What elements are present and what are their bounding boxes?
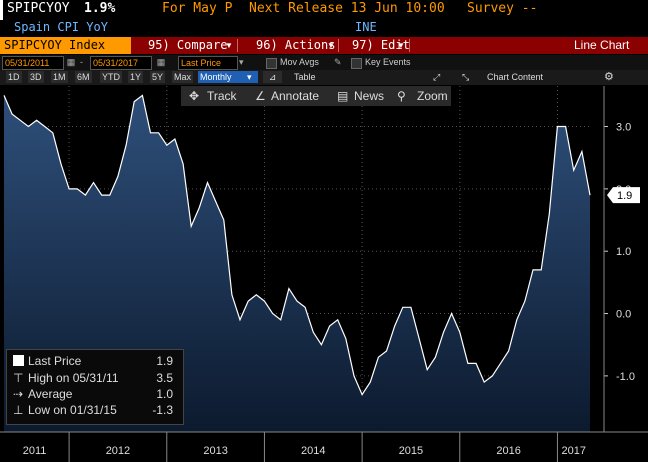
last-value: 1.9 <box>156 354 173 368</box>
period-1d-button[interactable]: 1D <box>6 71 22 83</box>
chart-type-icon[interactable]: ⊿ <box>263 71 282 83</box>
news-button[interactable]: News <box>354 89 385 103</box>
y-axis: 3.02.01.00.0-1.0 <box>603 86 635 432</box>
divider <box>237 39 238 52</box>
divider <box>338 39 339 52</box>
mov-avgs-checkbox[interactable] <box>266 58 277 69</box>
annotate-icon[interactable]: ∠ <box>255 89 266 103</box>
key-events-label: Key Events <box>365 57 411 67</box>
x-axis: 2011 2012 2013 2014 2015 2016 2017 <box>0 431 648 462</box>
survey: Survey -- <box>467 1 538 16</box>
legend-last: Last Price 1.9 <box>13 354 177 369</box>
compare-button[interactable]: 95) Compare <box>148 38 228 52</box>
track-icon[interactable]: ✥ <box>189 89 200 103</box>
period-6m-button[interactable]: 6M <box>75 71 92 83</box>
last-value-tag-shape <box>607 187 640 204</box>
low-value: -1.3 <box>152 403 173 417</box>
period-ytd-button[interactable]: YTD <box>100 71 122 83</box>
security-header: SPIPCYOY 1.9% For May P Next Release 13 … <box>0 0 648 20</box>
field-dropdown-icon[interactable]: ▾ <box>239 57 244 67</box>
legend-high: ⊤ High on 05/31/11 3.5 <box>13 371 177 386</box>
last-value-tag-label: 1.9 <box>617 190 632 202</box>
edit-button[interactable]: 97) Edit <box>352 38 410 52</box>
divider <box>409 39 410 52</box>
edit-caret-icon: ▼ <box>397 41 405 50</box>
table-button[interactable]: Table <box>294 72 316 82</box>
settings-gear-icon[interactable]: ⚙ <box>604 71 614 83</box>
period-max-button[interactable]: Max <box>172 71 194 83</box>
start-date-input[interactable]: 05/31/2011 <box>2 56 64 70</box>
legend-average: ⇢ Average 1.0 <box>13 387 177 402</box>
x-tick-label: 2014 <box>301 445 325 457</box>
end-date-input[interactable]: 05/31/2017 <box>90 56 152 70</box>
last-value-tag: 1.9 <box>607 187 640 204</box>
pencil-icon[interactable]: ✎ <box>334 57 342 67</box>
high-value: 3.5 <box>156 371 173 385</box>
date-separator: - <box>80 57 83 67</box>
period-5y-button[interactable]: 5Y <box>150 71 166 83</box>
period-3d-button[interactable]: 3D <box>28 71 44 83</box>
x-tick-label: 2013 <box>203 445 227 457</box>
y-tick-label: 0.0 <box>616 309 631 321</box>
for-period: For May P <box>162 1 233 16</box>
x-tick-label: 2016 <box>496 445 520 457</box>
view-label[interactable]: Line Chart <box>574 38 630 52</box>
ticker: SPIPCYOY <box>7 1 70 16</box>
last-label: Last Price <box>28 354 82 368</box>
period-1m-button[interactable]: 1M <box>51 71 68 83</box>
chart-legend: Last Price 1.9 ⊤ High on 05/31/11 3.5 ⇢ Av… <box>6 349 184 425</box>
period-1y-button[interactable]: 1Y <box>128 71 144 83</box>
security-subheader: Spain CPI YoY INE <box>0 20 648 36</box>
y-tick-label: 3.0 <box>616 122 631 134</box>
zoom-chart-icon[interactable]: ⤡ <box>462 72 470 82</box>
x-tick-label: 2015 <box>399 445 423 457</box>
mov-avgs-label: Mov Avgs <box>280 57 319 67</box>
actions-caret-icon: ▼ <box>327 41 335 50</box>
calendar-icon[interactable]: ▦ <box>156 57 166 67</box>
command-bar: SPIPCYOY Index 95) Compare ▼ 96) Actions… <box>0 37 648 54</box>
y-tick-label: 1.0 <box>616 246 631 258</box>
chart-tools-strip: ✥ Track ∠ Annotate ▤ News ⚲ Zoom <box>181 86 451 106</box>
low-marker-icon: ⊥ <box>13 403 24 417</box>
annotate-button[interactable]: Annotate <box>271 89 320 103</box>
actions-button[interactable]: 96) Actions <box>256 38 336 52</box>
low-label: Low on 01/31/15 <box>28 403 117 417</box>
high-label: High on 05/31/11 <box>28 371 119 385</box>
ticker-box <box>0 0 3 20</box>
last-swatch <box>13 355 24 366</box>
collapse-icon[interactable]: ⤢ <box>433 72 441 82</box>
security-name: Spain CPI YoY <box>14 20 108 34</box>
frequency-dropdown-icon[interactable]: ▾ <box>247 72 252 82</box>
price-line <box>3 94 591 396</box>
source: INE <box>355 20 377 34</box>
x-tick-label: 2012 <box>106 445 130 457</box>
next-release: Next Release 13 Jun 10:00 <box>249 1 445 16</box>
legend-low: ⊥ Low on 01/31/15 -1.3 <box>13 403 177 418</box>
zoom-button[interactable]: Zoom <box>417 89 448 103</box>
average-value: 1.0 <box>156 387 173 401</box>
price-area <box>4 95 590 433</box>
frequency-select[interactable]: Monthly <box>198 71 258 83</box>
date-toolbar: 05/31/2011 ▦ - 05/31/2017 ▦ Last Price ▾… <box>0 55 648 70</box>
key-events-checkbox[interactable] <box>351 58 362 69</box>
period-toolbar: 1D 3D 1M 6M YTD 1Y 5Y Max Monthly ▾ ⊿ Ta… <box>0 70 648 85</box>
chart-content-button[interactable]: Chart Content <box>487 72 544 82</box>
compare-caret-icon: ▼ <box>225 41 233 50</box>
x-tick-label: 2011 <box>23 445 47 457</box>
average-label: Average <box>28 387 73 401</box>
average-marker-icon: ⇢ <box>13 387 24 401</box>
news-icon[interactable]: ▤ <box>337 89 349 103</box>
last-value: 1.9% <box>84 1 116 16</box>
y-tick-label: -1.0 <box>616 371 635 383</box>
security-tab[interactable]: SPIPCYOY Index <box>0 37 131 54</box>
high-marker-icon: ⊤ <box>13 371 24 385</box>
x-tick-label: 2017 <box>561 445 585 457</box>
track-button[interactable]: Track <box>207 89 237 103</box>
calendar-icon[interactable]: ▦ <box>66 57 76 67</box>
zoom-icon[interactable]: ⚲ <box>397 89 406 103</box>
cpi-line-chart: 3.02.01.00.0-1.0 20112012201320142015201… <box>0 86 648 462</box>
field-select[interactable]: Last Price <box>178 56 238 70</box>
